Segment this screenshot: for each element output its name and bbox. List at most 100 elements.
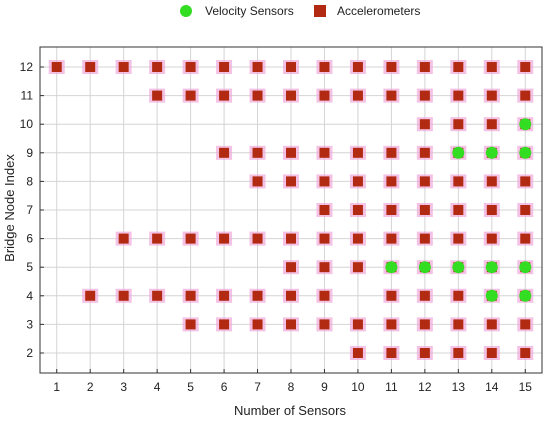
accelerometer-point xyxy=(453,233,464,244)
accelerometer-point xyxy=(286,319,296,330)
x-tick-label: 7 xyxy=(254,380,261,394)
accelerometer-point xyxy=(419,119,430,130)
velocity-sensor-point xyxy=(519,118,532,131)
accelerometer-point xyxy=(453,319,464,330)
accelerometer-point xyxy=(219,90,230,101)
accelerometer-point xyxy=(319,62,330,73)
accelerometer-point xyxy=(286,262,296,273)
y-tick-label: 11 xyxy=(21,89,34,103)
accelerometer-point xyxy=(486,233,497,244)
accelerometer-point xyxy=(286,90,296,101)
accelerometer-point xyxy=(85,62,96,73)
accelerometer-point xyxy=(252,90,263,101)
accelerometer-point xyxy=(520,205,531,215)
accelerometer-point xyxy=(185,233,196,244)
velocity-sensor-point xyxy=(519,289,532,302)
accelerometer-point xyxy=(252,147,263,158)
x-tick-label: 13 xyxy=(452,380,466,394)
accelerometer-point xyxy=(352,90,363,101)
x-tick-label: 2 xyxy=(87,380,94,394)
accelerometer-point xyxy=(219,290,230,301)
accelerometer-point xyxy=(118,62,129,73)
accelerometer-point xyxy=(286,290,296,301)
accelerometer-point xyxy=(185,319,196,330)
y-tick-label: 2 xyxy=(26,346,33,360)
accelerometer-point xyxy=(252,319,263,330)
accelerometer-point xyxy=(319,262,330,273)
y-tick-label: 3 xyxy=(26,317,33,331)
legend-label-accelerometers: Accelerometers xyxy=(337,4,420,18)
accelerometer-point xyxy=(419,205,430,215)
accelerometer-point xyxy=(386,205,397,215)
accelerometer-point xyxy=(453,62,464,73)
accelerometer-point xyxy=(152,233,163,244)
accelerometer-point xyxy=(386,90,397,101)
accelerometer-point xyxy=(252,176,263,187)
accelerometer-point xyxy=(185,62,196,73)
accelerometer-point xyxy=(453,205,464,215)
accelerometer-point xyxy=(319,147,330,158)
accelerometer-point xyxy=(352,205,363,215)
accelerometer-point xyxy=(152,290,163,301)
x-axis-ticks: 1 2 3 4 5 6 7 8 9 10 11 12 13 14 15 xyxy=(53,369,532,394)
y-tick-label: 6 xyxy=(26,232,33,246)
velocity-sensor-point xyxy=(519,146,532,159)
accelerometer-point xyxy=(419,319,430,330)
legend-label-velocity-sensors: Velocity Sensors xyxy=(205,4,294,18)
accelerometer-point xyxy=(319,90,330,101)
x-axis-label: Number of Sensors xyxy=(234,403,346,418)
velocity-sensor-point xyxy=(452,146,465,159)
accelerometer-point xyxy=(252,62,263,73)
accelerometer-point xyxy=(152,62,163,73)
accelerometer-point xyxy=(486,347,497,358)
accelerometer-point xyxy=(520,319,531,330)
accelerometer-point xyxy=(486,90,497,101)
accelerometer-point xyxy=(185,290,196,301)
y-tick-label: 12 xyxy=(20,60,34,74)
x-tick-label: 10 xyxy=(351,380,365,394)
accelerometer-point xyxy=(118,290,129,301)
accelerometer-point xyxy=(219,319,230,330)
data-points xyxy=(48,60,534,360)
legend-marker-accelerometers xyxy=(314,5,326,17)
accelerometer-point xyxy=(352,147,363,158)
accelerometer-point xyxy=(453,176,464,187)
x-tick-label: 8 xyxy=(288,380,295,394)
accelerometer-point xyxy=(486,119,497,130)
velocity-sensor-point xyxy=(385,261,398,274)
accelerometer-point xyxy=(352,319,363,330)
accelerometer-point xyxy=(520,176,531,187)
x-tick-label: 9 xyxy=(321,380,328,394)
accelerometer-point xyxy=(520,62,531,73)
accelerometer-point xyxy=(152,90,163,101)
accelerometer-point xyxy=(486,176,497,187)
accelerometer-point xyxy=(286,176,296,187)
velocity-sensor-point xyxy=(485,146,498,159)
accelerometer-point xyxy=(319,319,330,330)
accelerometer-point xyxy=(386,233,397,244)
y-tick-label: 4 xyxy=(26,289,33,303)
accelerometer-point xyxy=(386,347,397,358)
y-tick-label: 9 xyxy=(26,146,33,160)
accelerometer-point xyxy=(352,262,363,273)
velocity-sensor-point xyxy=(485,261,498,274)
x-tick-label: 5 xyxy=(187,380,194,394)
accelerometer-point xyxy=(419,147,430,158)
accelerometer-point xyxy=(453,347,464,358)
y-axis-label: Bridge Node Index xyxy=(2,154,17,262)
legend: Velocity Sensors Accelerometers xyxy=(180,4,420,18)
y-tick-label: 10 xyxy=(20,117,34,131)
y-tick-label: 7 xyxy=(26,203,33,217)
accelerometer-point xyxy=(453,90,464,101)
x-tick-label: 15 xyxy=(519,380,533,394)
velocity-sensor-point xyxy=(519,261,532,274)
accelerometer-point xyxy=(352,347,363,358)
velocity-sensor-point xyxy=(452,261,465,274)
x-tick-label: 3 xyxy=(120,380,127,394)
x-tick-label: 6 xyxy=(221,380,228,394)
accelerometer-point xyxy=(185,90,196,101)
accelerometer-point xyxy=(419,90,430,101)
accelerometer-point xyxy=(352,176,363,187)
accelerometer-point xyxy=(520,233,531,244)
